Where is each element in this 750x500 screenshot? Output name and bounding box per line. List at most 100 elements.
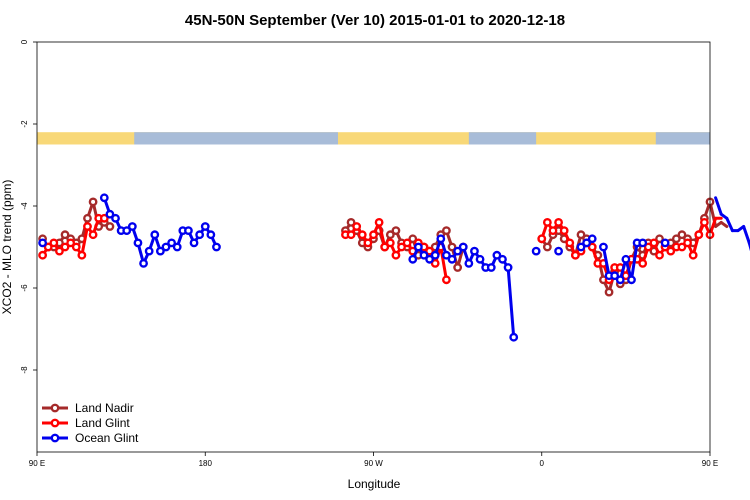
data-point <box>615 275 625 285</box>
data-point <box>683 238 692 248</box>
data-point <box>133 238 143 248</box>
series-layer <box>38 193 750 342</box>
data-point <box>599 242 608 252</box>
data-point <box>385 230 395 240</box>
x-tick-label: 90 E <box>702 459 718 468</box>
data-point <box>161 242 171 252</box>
data-point <box>587 234 597 244</box>
data-point <box>677 230 687 240</box>
data-point <box>83 222 92 231</box>
data-point <box>666 246 676 256</box>
data-point <box>582 238 592 248</box>
data-point <box>694 230 704 240</box>
data-point <box>99 213 109 223</box>
data-point <box>55 246 64 256</box>
data-point <box>60 242 70 252</box>
data-point <box>436 234 446 244</box>
series-line-segment <box>714 196 723 216</box>
data-point <box>503 263 513 272</box>
data-point <box>127 222 137 231</box>
data-point <box>88 230 98 240</box>
data-point <box>195 230 205 240</box>
legend-label: Ocean Glint <box>75 431 139 445</box>
series-line-segment <box>742 225 750 245</box>
data-point <box>391 226 401 236</box>
data-point <box>453 246 463 256</box>
data-point <box>699 217 709 227</box>
data-point <box>122 226 132 236</box>
data-point <box>363 238 373 248</box>
data-point <box>688 250 698 260</box>
data-point <box>643 242 653 252</box>
x-tick-label: 90 W <box>364 459 383 468</box>
data-point <box>413 242 423 252</box>
data-point <box>638 238 648 248</box>
data-point <box>380 242 390 252</box>
data-point <box>587 242 597 252</box>
data-point <box>88 197 98 207</box>
data-point <box>442 275 451 285</box>
data-point <box>425 254 434 264</box>
legend-label: Land Glint <box>75 416 130 430</box>
data-point <box>374 217 384 227</box>
data-point <box>111 213 120 223</box>
ocean-band <box>468 132 537 145</box>
data-point <box>604 287 614 297</box>
data-point <box>369 230 378 240</box>
data-point <box>447 254 457 264</box>
data-point <box>105 209 115 219</box>
data-point <box>660 238 670 248</box>
data-point <box>554 246 563 256</box>
x-tick-label: 0 <box>540 459 545 468</box>
ocean-band <box>134 132 338 145</box>
data-point <box>509 332 519 342</box>
data-point <box>610 271 620 281</box>
y-axis-label: XCO2 - MLO trend (ppm) <box>0 180 14 315</box>
data-point <box>49 238 59 248</box>
data-point <box>430 250 440 260</box>
data-point <box>576 242 586 252</box>
data-point <box>357 230 367 240</box>
data-point <box>38 238 48 248</box>
y-tick-label: 0 <box>20 39 29 44</box>
data-point <box>38 250 48 260</box>
data-point <box>346 230 356 240</box>
data-point <box>99 193 109 203</box>
x-tick-label: 180 <box>199 459 213 468</box>
legend-item: Ocean Glint <box>42 431 139 445</box>
legend-swatch-marker <box>50 403 60 413</box>
data-point <box>408 254 418 264</box>
data-point <box>212 242 221 252</box>
data-point <box>442 226 451 236</box>
data-point <box>498 254 507 264</box>
data-point <box>155 246 165 256</box>
data-point <box>565 238 575 248</box>
data-point <box>144 246 154 256</box>
data-point <box>402 238 412 248</box>
data-point <box>537 234 547 244</box>
data-point <box>542 242 552 252</box>
data-point <box>470 246 479 256</box>
data-point <box>655 250 664 260</box>
data-point <box>492 250 502 260</box>
data-point <box>430 258 440 268</box>
legend-swatch-marker <box>50 418 60 428</box>
data-point <box>352 222 362 231</box>
data-point <box>576 230 586 240</box>
data-point <box>184 226 193 236</box>
data-point <box>71 242 81 252</box>
data-point <box>189 238 199 248</box>
series-line-segment <box>439 245 448 282</box>
data-point <box>385 238 395 248</box>
landmask-band <box>37 132 710 145</box>
data-point <box>559 226 569 236</box>
data-point <box>139 258 148 268</box>
data-point <box>346 217 356 227</box>
x-axis: 90 E 180 90 W 0 90 E <box>29 452 718 468</box>
data-point <box>200 222 210 231</box>
data-point <box>77 250 87 260</box>
data-point <box>649 238 659 248</box>
data-point <box>442 250 451 260</box>
